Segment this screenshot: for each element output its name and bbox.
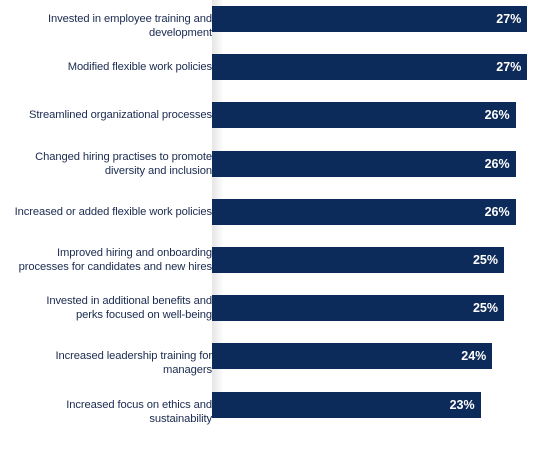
category-label-line: Invested in additional benefits and — [46, 295, 212, 308]
category-label-line: Changed hiring practises to promote — [35, 150, 212, 163]
value-label: 25% — [472, 301, 498, 316]
value-label: 27% — [496, 60, 522, 75]
category-label-line: perks focused on well-being — [76, 309, 212, 322]
category-label-line: Streamlined organizational processes — [29, 109, 212, 122]
value-label: 26% — [484, 108, 510, 123]
bar — [212, 295, 504, 322]
category-label-line: Improved hiring and onboarding — [57, 247, 212, 259]
value-label: 26% — [484, 204, 510, 219]
category-label: Increased or added flexible work policie… — [6, 205, 212, 219]
bar — [212, 247, 504, 273]
value-label: 24% — [461, 349, 487, 364]
category-label: Improved hiring and onboarding processes … — [6, 246, 212, 274]
category-label-line: Increased or added flexible work policie… — [14, 205, 212, 218]
category-label: Increased focus on ethics and sustainabi… — [6, 398, 212, 426]
value-label: 27% — [496, 12, 522, 26]
category-label-line: Invested in employee training and develo… — [48, 13, 212, 39]
category-label-line: Increased leadership training for manage… — [55, 350, 212, 377]
value-label: 23% — [449, 397, 475, 412]
category-label: Streamlined organizational processes — [6, 108, 212, 122]
bar — [212, 102, 516, 129]
category-label: Increased leadership training for manage… — [6, 349, 212, 377]
category-label: Modified flexible work policies — [6, 60, 212, 74]
category-label-line: Increased focus on ethics and sustainabi… — [66, 398, 212, 425]
category-label-line: diversity and inclusion — [104, 164, 212, 177]
category-label-line: Modified flexible work policies — [67, 61, 212, 74]
bar — [212, 54, 528, 81]
bar — [212, 198, 516, 225]
category-label: Changed hiring practises to promote diver… — [6, 150, 212, 178]
bar — [212, 6, 528, 32]
category-label-line: processes for candidates and new hires — [18, 261, 212, 273]
bar — [212, 150, 516, 177]
bar — [212, 343, 493, 370]
category-label: Invested in employee training and develo… — [6, 12, 212, 40]
category-label: Invested in additional benefits and perks… — [6, 294, 212, 322]
bar — [212, 391, 481, 418]
value-label: 26% — [484, 156, 510, 171]
value-label: 25% — [472, 253, 498, 267]
